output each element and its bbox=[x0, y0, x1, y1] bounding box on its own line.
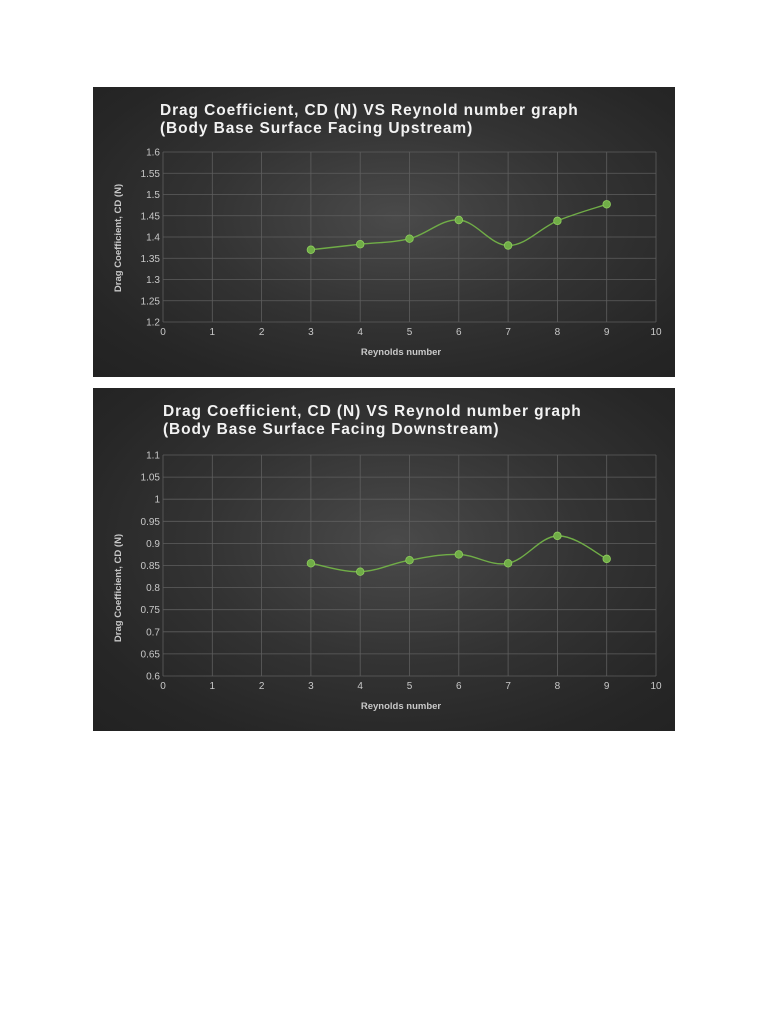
y-tick-label: 1.05 bbox=[141, 473, 161, 484]
x-tick-label: 8 bbox=[555, 681, 561, 692]
chart-title-line-2: (Body Base Surface Facing Downstream) bbox=[163, 421, 500, 438]
x-tick-labels: 0 1 2 3 4 5 6 7 8 9 10 bbox=[160, 327, 662, 338]
data-point bbox=[405, 234, 414, 243]
chart-title-line-1: Drag Coefficient, CD (N) VS Reynold numb… bbox=[160, 102, 579, 119]
x-axis-title: Reynolds number bbox=[361, 701, 442, 712]
x-tick-label: 0 bbox=[160, 681, 166, 692]
y-axis-title: Drag Coefficient, CD (N) bbox=[113, 534, 124, 642]
data-point bbox=[602, 554, 611, 564]
chart-downstream-svg: Drag Coefficient, CD (N) VS Reynold numb… bbox=[113, 403, 662, 712]
y-tick-label: 1.3 bbox=[146, 275, 160, 286]
x-tick-label: 6 bbox=[456, 327, 462, 338]
x-tick-label: 5 bbox=[407, 327, 413, 338]
y-tick-label: 1.55 bbox=[141, 169, 161, 180]
x-tick-label: 1 bbox=[210, 681, 216, 692]
x-tick-labels: 0 1 2 3 4 5 6 7 8 9 10 bbox=[160, 681, 662, 692]
x-axis-title: Reynolds number bbox=[361, 347, 442, 358]
data-markers bbox=[306, 531, 611, 576]
y-tick-label: 0.6 bbox=[146, 672, 160, 683]
y-tick-label: 0.95 bbox=[141, 517, 161, 528]
y-tick-label: 1.1 bbox=[146, 451, 160, 462]
data-point bbox=[306, 559, 316, 568]
y-tick-label: 0.65 bbox=[141, 649, 161, 660]
chart-title-line-2: (Body Base Surface Facing Upstream) bbox=[160, 120, 473, 137]
x-tick-label: 3 bbox=[308, 327, 314, 338]
y-tick-labels: 1.2 1.25 1.3 1.35 1.4 1.45 1.5 1.55 1.6 bbox=[141, 148, 161, 329]
data-point bbox=[503, 241, 513, 250]
chart-upstream: Drag Coefficient, CD (N) VS Reynold numb… bbox=[93, 87, 675, 377]
x-tick-label: 4 bbox=[357, 681, 363, 692]
x-tick-label: 1 bbox=[210, 327, 216, 338]
y-tick-labels: 0.6 0.65 0.7 0.75 0.8 0.85 0.9 0.95 1 1.05 1.1 bbox=[141, 451, 161, 683]
gridlines bbox=[162, 454, 657, 677]
y-tick-label: 1.5 bbox=[146, 190, 160, 201]
x-tick-label: 2 bbox=[259, 327, 265, 338]
y-tick-label: 1 bbox=[154, 495, 160, 506]
data-point bbox=[454, 550, 463, 559]
x-tick-label: 4 bbox=[357, 327, 363, 338]
x-tick-label: 2 bbox=[259, 681, 265, 692]
y-tick-label: 0.9 bbox=[146, 539, 160, 550]
x-tick-label: 8 bbox=[555, 327, 561, 338]
x-tick-label: 10 bbox=[650, 327, 662, 338]
data-markers bbox=[306, 200, 611, 254]
x-tick-label: 5 bbox=[407, 681, 413, 692]
data-point bbox=[356, 567, 365, 576]
data-point bbox=[553, 531, 562, 541]
data-point bbox=[306, 245, 316, 254]
y-tick-label: 1.2 bbox=[146, 318, 160, 329]
data-point bbox=[454, 215, 463, 225]
x-tick-label: 9 bbox=[604, 327, 610, 338]
y-tick-label: 0.7 bbox=[146, 627, 160, 638]
data-point bbox=[356, 240, 365, 249]
x-tick-label: 9 bbox=[604, 681, 610, 692]
data-point bbox=[553, 216, 562, 226]
x-tick-label: 7 bbox=[505, 681, 511, 692]
y-tick-label: 0.85 bbox=[141, 561, 161, 572]
x-tick-label: 7 bbox=[505, 327, 511, 338]
y-tick-label: 0.8 bbox=[146, 583, 160, 594]
data-point bbox=[405, 555, 414, 565]
data-point bbox=[602, 200, 611, 209]
y-tick-label: 0.75 bbox=[141, 605, 161, 616]
y-tick-label: 1.45 bbox=[141, 211, 161, 222]
x-tick-label: 3 bbox=[308, 681, 314, 692]
y-axis-title: Drag Coefficient, CD (N) bbox=[113, 184, 124, 292]
data-point bbox=[503, 559, 513, 568]
x-tick-label: 10 bbox=[650, 681, 662, 692]
chart-upstream-svg: Drag Coefficient, CD (N) VS Reynold numb… bbox=[113, 102, 662, 358]
chart-downstream: Drag Coefficient, CD (N) VS Reynold numb… bbox=[93, 388, 675, 731]
x-tick-label: 0 bbox=[160, 327, 166, 338]
y-tick-label: 1.35 bbox=[141, 254, 161, 265]
y-tick-label: 1.6 bbox=[146, 148, 160, 159]
chart-title-line-1: Drag Coefficient, CD (N) VS Reynold numb… bbox=[163, 403, 582, 420]
y-tick-label: 1.4 bbox=[146, 233, 160, 244]
x-tick-label: 6 bbox=[456, 681, 462, 692]
y-tick-label: 1.25 bbox=[141, 296, 161, 307]
